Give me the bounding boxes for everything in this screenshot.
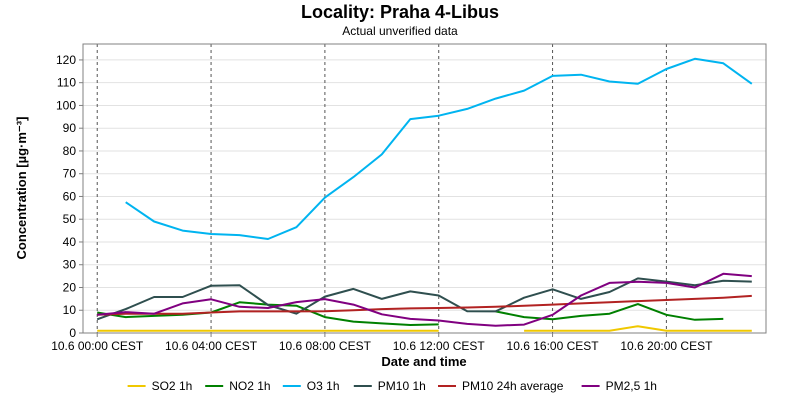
plot-area: 0 10 20 30 40 50 60 70 80 90 100 110 120 10.6 00:00 C…	[51, 43, 767, 353]
plot-frame	[82, 43, 767, 334]
series-line-pm10-1h	[96, 277, 752, 321]
y-tick-label: 40	[63, 235, 77, 249]
series-line-so2-1h	[524, 325, 752, 332]
series-line-pm10-24h-average	[97, 294, 752, 316]
x-axis-label: Date and time	[381, 354, 466, 369]
x-tick-label: 10.6 12:00 CEST	[393, 339, 486, 353]
y-tick-label: 80	[63, 144, 77, 158]
y-tick-label: 120	[56, 53, 76, 67]
chart-title: Locality: Praha 4-Libus	[301, 2, 499, 22]
legend-label-pm2-5-1h: PM2,5 1h	[606, 379, 657, 393]
series-line-pm2-5-1h	[97, 272, 752, 327]
y-tick-label: 20	[63, 280, 77, 294]
x-tick-label: 10.6 16:00 CEST	[507, 339, 600, 353]
y-tick-label: 0	[69, 326, 76, 340]
series-line-no2-1h	[495, 303, 724, 321]
x-tick-label: 10.6 04:00 CEST	[165, 339, 258, 353]
y-tick-label: 90	[63, 121, 77, 135]
x-tick-label: 10.6 08:00 CEST	[279, 339, 372, 353]
y-tick-label: 50	[63, 212, 77, 226]
x-tick-label: 10.6 20:00 CEST	[620, 339, 713, 353]
legend-label-pm10-24h-average: PM10 24h average	[462, 379, 564, 393]
chart-subtitle: Actual unverified data	[342, 24, 458, 38]
legend: SO2 1h NO2 1h O3 1h PM10 1h PM10 24h average…	[127, 379, 657, 393]
series-line-o3-1h	[125, 57, 753, 240]
y-tick-label: 10	[63, 303, 77, 317]
y-axis-label: Concentration [µg·m⁻³]	[14, 117, 29, 260]
legend-label-pm10-1h: PM10 1h	[378, 379, 426, 393]
y-tick-label: 100	[56, 98, 76, 112]
legend-label-no2-1h: NO2 1h	[229, 379, 270, 393]
x-tick-label: 10.6 00:00 CEST	[51, 339, 144, 353]
plot-background	[82, 43, 767, 334]
y-tick-label: 30	[63, 258, 77, 272]
y-tick-label: 110	[57, 76, 76, 90]
y-tick-label: 60	[63, 189, 77, 203]
legend-label-so2-1h: SO2 1h	[152, 379, 193, 393]
legend-label-o3-1h: O3 1h	[307, 379, 340, 393]
y-tick-label: 70	[63, 167, 77, 181]
